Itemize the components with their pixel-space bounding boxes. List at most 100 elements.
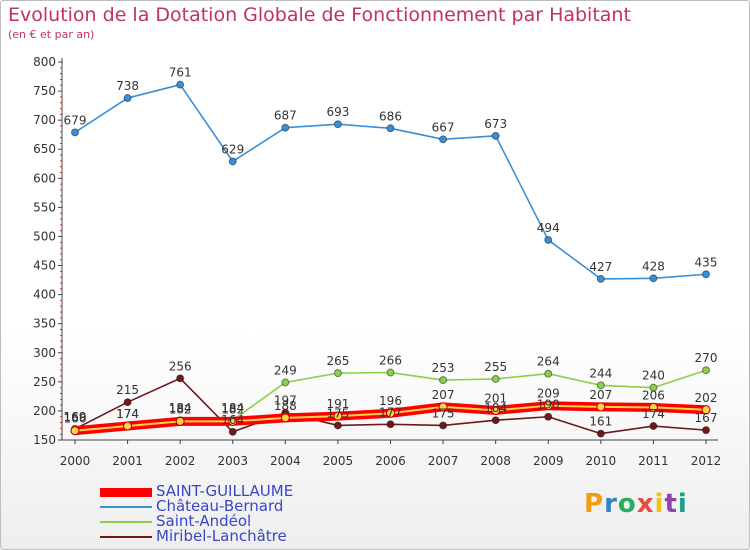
data-point: [544, 369, 553, 378]
data-point: [491, 405, 501, 415]
data-point: [175, 416, 185, 426]
data-point: [333, 411, 343, 421]
x-tick-label: 2004: [270, 454, 301, 468]
data-label: 188: [274, 399, 297, 413]
data-point: [123, 94, 132, 103]
data-point: [281, 123, 290, 132]
x-tick-label: 2006: [375, 454, 406, 468]
data-point: [596, 274, 605, 283]
legend-item: SAINT-GUILLAUME: [100, 482, 360, 500]
data-point: [386, 368, 395, 377]
data-label: 174: [642, 407, 665, 421]
data-label: 629: [221, 142, 244, 156]
data-label: 190: [537, 398, 560, 412]
data-label: 215: [116, 383, 139, 397]
data-label: 161: [589, 415, 612, 429]
logo-letter: t: [664, 489, 678, 519]
data-point: [176, 374, 185, 383]
y-tick-label: 450: [33, 259, 56, 273]
data-label: 174: [116, 407, 139, 421]
data-label: 270: [695, 351, 718, 365]
x-tick-label: 2008: [480, 454, 511, 468]
data-point: [438, 402, 448, 412]
logo-letter: o: [617, 489, 637, 519]
logo-letter: i: [654, 489, 665, 519]
data-label: 428: [642, 259, 665, 273]
legend-item: Château-Bernard: [100, 497, 360, 515]
legend-label: Saint-Andéol: [156, 512, 252, 530]
logo-letter: x: [636, 489, 655, 519]
data-label: 667: [432, 120, 455, 134]
data-point: [491, 416, 500, 425]
data-label: 693: [326, 105, 349, 119]
data-point: [176, 80, 185, 89]
logo-letter: i: [677, 489, 688, 519]
y-tick-label: 600: [33, 171, 56, 185]
x-tick-label: 2012: [691, 454, 722, 468]
data-label: 264: [537, 355, 560, 369]
data-point: [491, 374, 500, 383]
data-label: 761: [169, 66, 192, 80]
data-label: 175: [326, 406, 349, 420]
data-point: [439, 135, 448, 144]
data-point: [439, 376, 448, 385]
data-point: [648, 402, 658, 412]
data-label: 184: [221, 401, 244, 415]
chart-subtitle: (en € et par an): [8, 28, 95, 41]
data-point: [280, 413, 290, 423]
legend-label: Miribel-Lanchâtre: [156, 527, 287, 545]
data-point: [491, 131, 500, 140]
y-tick-label: 500: [33, 229, 56, 243]
y-tick-label: 350: [33, 317, 56, 331]
data-point: [281, 378, 290, 387]
data-label: 191: [326, 397, 349, 411]
data-point: [386, 420, 395, 429]
y-tick-label: 400: [33, 288, 56, 302]
data-point: [702, 366, 710, 375]
data-label: 202: [695, 391, 718, 405]
y-tick-label: 200: [33, 404, 56, 418]
data-label: 265: [326, 354, 349, 368]
data-point: [596, 402, 606, 412]
data-point: [228, 157, 237, 166]
data-label: 240: [642, 369, 665, 383]
y-tick-label: 300: [33, 346, 56, 360]
legend-label: SAINT-GUILLAUME: [156, 482, 294, 500]
data-label: 177: [379, 405, 402, 419]
data-label: 182: [221, 402, 244, 416]
x-tick-label: 2007: [428, 454, 459, 468]
data-label: 197: [274, 394, 297, 408]
legend-swatch: [100, 487, 152, 497]
data-point: [702, 426, 710, 435]
data-point: [123, 421, 133, 431]
data-point: [543, 401, 553, 411]
data-point: [596, 381, 605, 390]
data-label: 427: [589, 260, 612, 274]
x-tick-label: 2000: [60, 454, 91, 468]
data-label: 435: [695, 255, 718, 269]
x-tick-label: 2005: [323, 454, 354, 468]
x-tick-label: 2010: [586, 454, 617, 468]
proxiti-logo: Proxiti: [584, 489, 688, 519]
y-tick-label: 150: [33, 433, 56, 447]
data-point: [386, 124, 395, 133]
data-label: 255: [484, 360, 507, 374]
data-point: [701, 405, 711, 415]
data-point: [596, 429, 605, 438]
x-tick-label: 2002: [165, 454, 196, 468]
data-point: [544, 235, 553, 244]
logo-letter: r: [604, 489, 618, 519]
data-label: 169: [64, 410, 87, 424]
data-label: 206: [642, 388, 665, 402]
data-label: 679: [64, 113, 87, 127]
legend-swatch: [100, 536, 152, 538]
data-point: [123, 398, 132, 407]
y-tick-label: 750: [33, 84, 56, 98]
data-label: 209: [537, 387, 560, 401]
data-point: [71, 128, 79, 137]
data-point: [649, 383, 658, 392]
data-label: 687: [274, 109, 297, 123]
data-label: 244: [589, 366, 612, 380]
